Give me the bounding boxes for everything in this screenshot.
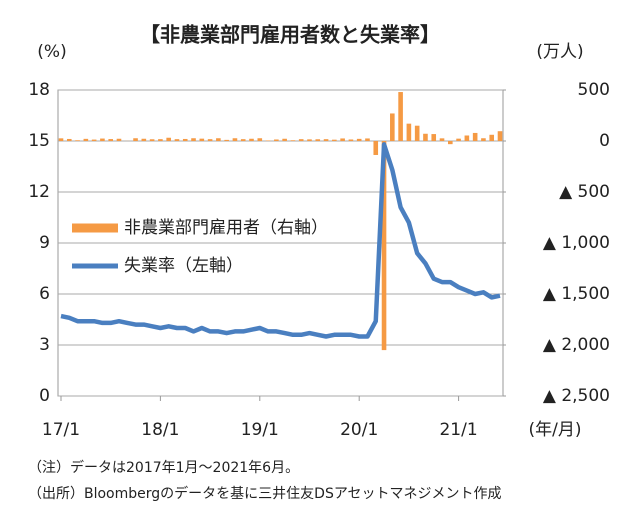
x-axis-label: (年/月) [529, 420, 582, 440]
bar [91, 139, 97, 141]
bar [274, 139, 279, 141]
bar [414, 125, 420, 141]
bar [332, 139, 337, 141]
y-tick-label: 15 [28, 131, 50, 151]
bar [356, 138, 362, 141]
y2-tick-label: ▲ 1,000 [543, 233, 610, 253]
bar [58, 138, 64, 141]
bar [199, 138, 205, 141]
bar [456, 138, 461, 141]
bar [290, 140, 296, 141]
x-tick-label: 19/1 [241, 420, 279, 440]
y2-tick-label: ▲ 1,500 [543, 284, 610, 304]
bar [108, 139, 113, 141]
bar [174, 139, 180, 141]
bar [464, 135, 470, 141]
bar [158, 139, 163, 141]
bar [240, 139, 246, 141]
legend-label: 失業率（左軸） [124, 256, 243, 276]
bar [398, 92, 403, 141]
bar [365, 138, 370, 141]
y-tick-label: 3 [39, 335, 50, 355]
bar [141, 138, 147, 141]
bar [423, 133, 428, 141]
bar [497, 131, 503, 141]
x-tick-label: 21/1 [439, 420, 477, 440]
bar [100, 138, 105, 141]
bar [390, 113, 395, 141]
bar [489, 134, 495, 141]
bar [133, 138, 138, 141]
note: （出所）Bloombergのデータを基に三井住友DSアセットマネジメント作成 [28, 485, 502, 502]
bar [116, 138, 122, 141]
bar [348, 139, 354, 141]
bar [224, 139, 229, 141]
bar [232, 138, 238, 141]
y2-tick-label: ▲ 2,000 [543, 335, 610, 355]
y2-axis-label: (万人) [536, 42, 583, 62]
y-axis-label: (%) [37, 42, 66, 62]
bar [249, 138, 254, 141]
x-tick-label: 17/1 [42, 420, 80, 440]
bar [373, 141, 379, 155]
bar [265, 140, 271, 141]
bar [66, 138, 72, 141]
y-tick-label: 18 [28, 80, 50, 100]
bar [431, 134, 437, 141]
bar [149, 139, 155, 141]
note: （注）データは2017年1月～2021年6月。 [28, 459, 299, 476]
bar [448, 141, 453, 145]
bar [282, 138, 287, 141]
line [60, 142, 501, 339]
bar [182, 138, 188, 141]
bar [340, 138, 345, 141]
y2-tick-label: ▲ 500 [559, 182, 610, 202]
bar [83, 138, 89, 141]
bar [406, 123, 412, 141]
y2-tick-label: 500 [578, 80, 610, 100]
bar [166, 137, 171, 141]
y-tick-label: 12 [28, 182, 50, 202]
bar [216, 138, 221, 141]
y2-tick-label: ▲ 2,500 [543, 386, 610, 406]
bar [191, 138, 196, 141]
x-tick-label: 20/1 [340, 420, 378, 440]
y2-tick-label: 0 [599, 131, 610, 151]
legend-label: 非農業部門雇用者（右軸） [124, 218, 328, 238]
bar [323, 139, 329, 141]
bar [315, 139, 321, 141]
bar [298, 139, 304, 141]
bar [439, 138, 445, 141]
bar [481, 138, 486, 141]
bar [307, 139, 312, 141]
bar [257, 138, 263, 141]
y-tick-label: 9 [39, 233, 50, 253]
y-tick-label: 6 [39, 284, 50, 304]
x-tick-label: 18/1 [141, 420, 179, 440]
chart-title: 【非農業部門雇用者数と失業率】 [140, 23, 440, 47]
bar [472, 132, 478, 141]
bar [75, 140, 80, 141]
bar [381, 141, 387, 351]
y-tick-label: 0 [39, 386, 50, 406]
bar [207, 139, 213, 141]
